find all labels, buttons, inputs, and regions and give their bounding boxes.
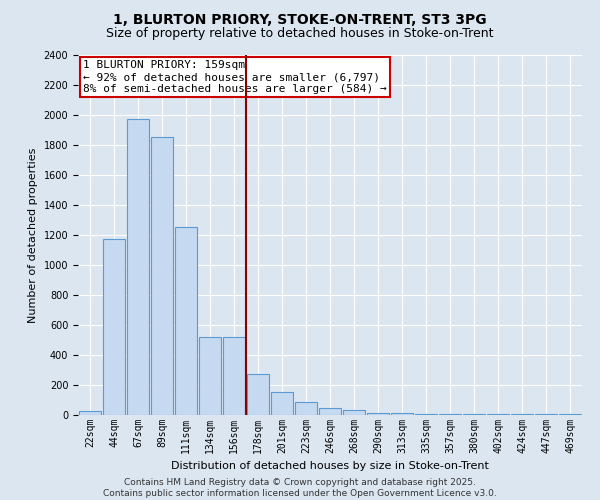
X-axis label: Distribution of detached houses by size in Stoke-on-Trent: Distribution of detached houses by size … (171, 462, 489, 471)
Bar (487, 414, 509, 415)
Y-axis label: Number of detached properties: Number of detached properties (28, 148, 38, 322)
Text: Size of property relative to detached houses in Stoke-on-Trent: Size of property relative to detached ho… (106, 28, 494, 40)
Bar (151, 138, 173, 415)
Bar (439, 414, 461, 415)
Bar (103, 239, 125, 415)
Text: Contains HM Land Registry data © Crown copyright and database right 2025.
Contai: Contains HM Land Registry data © Crown c… (103, 478, 497, 498)
Bar (271, 392, 293, 415)
Bar (247, 374, 269, 415)
Bar (463, 414, 485, 415)
Bar (199, 337, 221, 415)
Bar (343, 410, 365, 415)
Text: 1, BLURTON PRIORY, STOKE-ON-TRENT, ST3 3PG: 1, BLURTON PRIORY, STOKE-ON-TRENT, ST3 3… (113, 12, 487, 26)
Bar (535, 414, 557, 415)
Bar (367, 413, 389, 415)
Bar (223, 337, 245, 415)
Bar (391, 413, 413, 415)
Bar (127, 118, 149, 415)
Text: 1 BLURTON PRIORY: 159sqm
← 92% of detached houses are smaller (6,797)
8% of semi: 1 BLURTON PRIORY: 159sqm ← 92% of detach… (83, 60, 387, 94)
Bar (79, 411, 101, 415)
Bar (319, 408, 341, 415)
Bar (511, 414, 533, 415)
Bar (175, 228, 197, 415)
Bar (295, 402, 317, 415)
Bar (559, 414, 581, 415)
Bar (415, 414, 437, 415)
